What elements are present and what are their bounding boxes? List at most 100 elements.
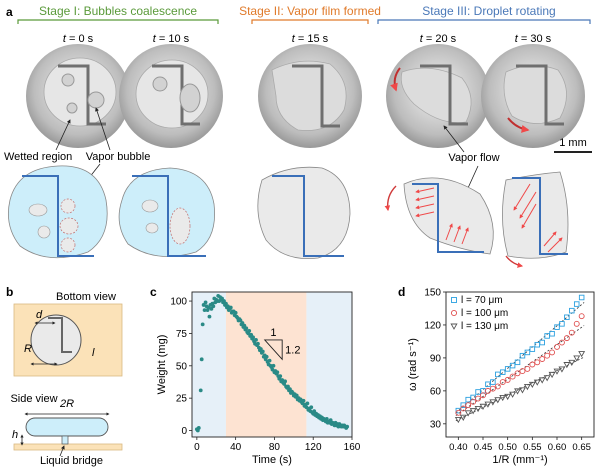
vapor-flow-arrow-1 — [443, 125, 465, 153]
photo-t0 — [26, 44, 130, 148]
data-point — [199, 357, 204, 362]
legend-label: l = 100 μm — [461, 308, 508, 319]
data-point — [499, 379, 506, 386]
region-band-2 — [225, 292, 307, 437]
data-point — [494, 383, 501, 390]
data-point — [209, 306, 214, 311]
data-point — [563, 362, 571, 369]
data-point — [312, 409, 317, 414]
x-tick-label: 160 — [344, 442, 361, 453]
y-tick-label: 75 — [176, 329, 188, 340]
data-point — [504, 376, 511, 383]
data-point — [504, 366, 511, 372]
data-point — [554, 343, 560, 350]
data-point — [559, 321, 565, 327]
data-point — [254, 338, 258, 342]
data-point — [529, 346, 536, 352]
data-point — [524, 349, 531, 356]
photo-t30 — [481, 44, 585, 148]
data-point — [539, 356, 546, 362]
schematic-t0 — [7, 165, 108, 259]
data-point — [490, 379, 496, 385]
x-tick-label: 0.50 — [498, 442, 517, 453]
data-point — [523, 384, 531, 391]
panel-label-a: a — [6, 5, 13, 19]
data-point — [509, 362, 516, 369]
data-point — [534, 359, 541, 366]
data-point — [558, 339, 565, 346]
data-point — [207, 314, 212, 319]
data-point — [288, 387, 292, 391]
data-point — [578, 313, 585, 320]
data-point — [233, 310, 238, 315]
x-axis-title: 1/R (mm⁻¹) — [492, 454, 547, 466]
y-tick-label: 50 — [176, 361, 188, 372]
y-axis-title: Weight (mg) — [156, 335, 168, 395]
data-point — [489, 399, 497, 406]
data-point — [573, 355, 581, 362]
b-R-label: R — [24, 343, 32, 355]
scale-bar-label: 1 mm — [559, 137, 587, 149]
data-point — [294, 393, 299, 398]
data-point — [222, 299, 226, 303]
data-point — [324, 416, 329, 421]
b-2R-label: 2R — [59, 398, 74, 410]
side-view-label: Side view — [10, 393, 57, 405]
data-point — [554, 324, 560, 330]
data-point — [514, 370, 521, 377]
data-point — [283, 379, 287, 384]
data-point — [479, 403, 487, 410]
data-point — [228, 305, 233, 310]
data-point — [275, 370, 280, 375]
data-point — [514, 388, 522, 395]
y-tick-label: 30 — [430, 419, 442, 430]
data-point — [270, 367, 275, 372]
data-point — [484, 387, 491, 394]
data-point — [533, 379, 541, 386]
data-point — [286, 384, 290, 389]
data-point — [247, 328, 252, 333]
data-point — [305, 401, 310, 406]
data-point — [573, 301, 580, 307]
data-point — [484, 401, 492, 408]
photo-t20 — [386, 44, 490, 148]
data-point — [309, 405, 314, 410]
data-point — [549, 330, 555, 337]
slope-rise-label: 1 — [270, 327, 276, 339]
data-point — [278, 374, 283, 379]
data-point — [202, 308, 207, 313]
data-point — [499, 369, 506, 375]
data-point — [224, 301, 228, 306]
schematic-t15 — [257, 166, 351, 259]
y-tick-label: 60 — [430, 386, 442, 397]
y-tick-label: 25 — [176, 394, 188, 405]
data-point — [475, 395, 482, 402]
wetted-region-label: Wetted region — [4, 151, 72, 163]
data-point — [465, 402, 472, 409]
data-point — [345, 424, 350, 429]
y-tick-label: 100 — [170, 297, 187, 308]
data-point — [225, 304, 230, 309]
data-point — [480, 392, 486, 399]
data-point — [304, 405, 309, 410]
data-point — [504, 393, 512, 401]
x-tick-label: 0.60 — [548, 442, 567, 453]
slope-triangle — [263, 339, 283, 361]
data-point — [499, 395, 507, 402]
data-point — [564, 314, 570, 321]
bottom-view-electrode — [48, 317, 72, 353]
data-point — [524, 365, 531, 372]
stage-1-bracket — [17, 19, 219, 24]
data-point — [258, 347, 263, 351]
time-label-4: t = 30 s — [515, 33, 552, 45]
vapor-bubble-arrow-1 — [95, 107, 111, 151]
data-point — [459, 414, 467, 421]
time-label-2: t = 15 s — [292, 33, 329, 45]
data-point — [244, 326, 249, 331]
b-l-label: l — [92, 347, 95, 359]
side-view-pad — [13, 443, 123, 451]
liquid-bridge — [61, 435, 69, 445]
stage-3-bracket — [377, 19, 591, 24]
data-point — [206, 305, 211, 310]
x-tick-label: 0.45 — [474, 442, 493, 453]
